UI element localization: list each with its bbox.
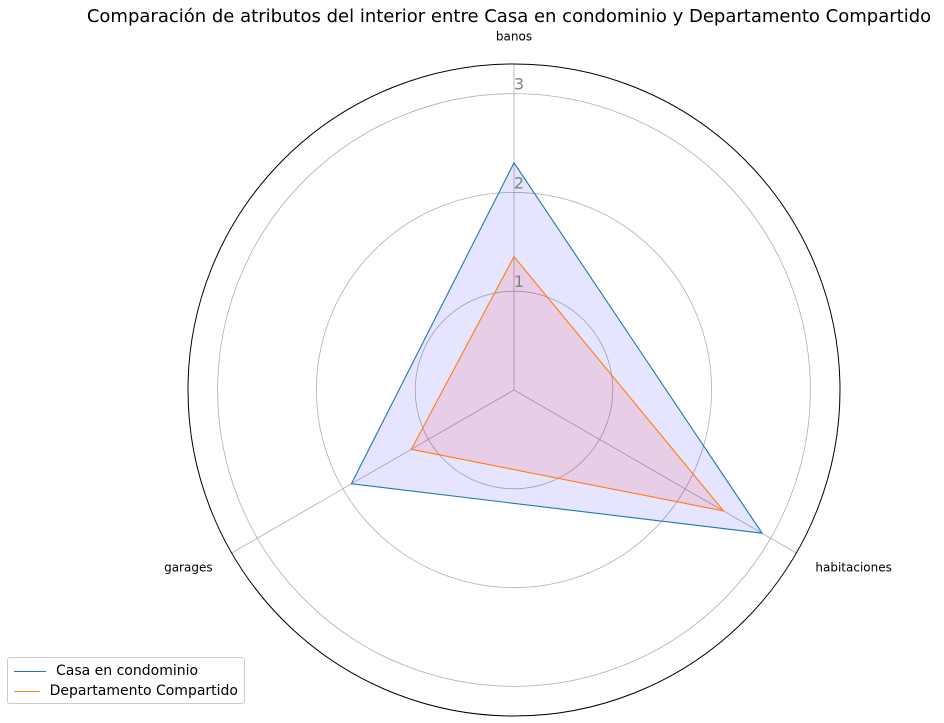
- radar-series: [350, 161, 764, 534]
- radial-tick-label-2: 3: [514, 75, 524, 94]
- radar-grid: [187, 63, 841, 717]
- legend-swatch-1: [14, 690, 40, 692]
- series-fill-1: [411, 256, 724, 511]
- category-label-garages: garages: [164, 561, 213, 575]
- spoke-1: [513, 389, 797, 554]
- spoke-2: [231, 389, 515, 554]
- radar-labels: 1 2 3 banos habitaciones garages: [164, 30, 892, 575]
- series-line-0: [350, 161, 764, 534]
- category-label-habitaciones: habitaciones: [815, 561, 891, 575]
- radial-tick-label-0: 1: [514, 272, 524, 291]
- outer-frame: [187, 63, 841, 717]
- chart-title: Comparación de atributos del interior en…: [87, 6, 931, 27]
- series-fill-0: [351, 162, 763, 534]
- legend-label-0: Casa en condominio: [56, 663, 199, 679]
- radial-tick-label-1: 2: [514, 173, 524, 192]
- series-line-1: [410, 255, 726, 512]
- category-label-banos: banos: [496, 30, 532, 44]
- legend-item-1: Departamento Compartido: [14, 681, 238, 701]
- legend: Casa en condominio Departamento Comparti…: [7, 657, 245, 704]
- legend-label-1: Departamento Compartido: [49, 683, 238, 699]
- legend-swatch-0: [14, 670, 46, 672]
- legend-item-0: Casa en condominio: [14, 661, 238, 681]
